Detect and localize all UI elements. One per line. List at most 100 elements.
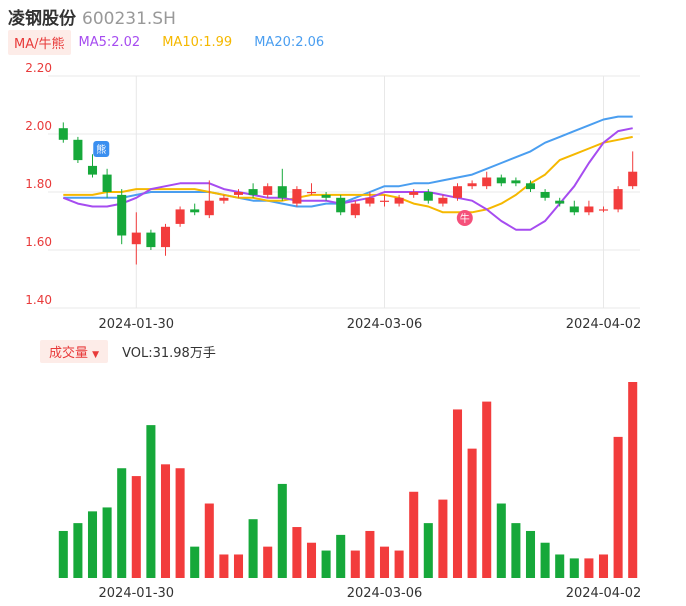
volume-bar (306, 542, 317, 578)
ma20-line (63, 115, 633, 208)
bull-bear-markers: 熊牛 (93, 141, 473, 226)
volume-value: VOL:31.98万手 (122, 345, 216, 361)
candle (394, 194, 404, 207)
volume-bar (204, 503, 214, 578)
x-tick-label: 2024-01-30 (99, 317, 175, 332)
stock-name: 凌钢股份 (8, 9, 76, 29)
candles (58, 122, 638, 265)
candle-body (336, 197, 346, 213)
candle-body (365, 197, 375, 204)
candle (452, 183, 463, 201)
moving-averages (62, 115, 633, 231)
candle (117, 189, 127, 245)
candle-body (452, 186, 463, 198)
volume-bar (58, 530, 68, 578)
candle-body (146, 232, 156, 248)
ma5-line (62, 127, 633, 231)
volume-bar (525, 530, 536, 578)
candle-body (248, 189, 258, 195)
candle (292, 186, 302, 207)
x-tick-label: 2024-01-30 (99, 586, 175, 601)
ma20-label: MA20:2.06 (254, 34, 325, 50)
volume-bar (394, 550, 404, 578)
candle-body (540, 192, 550, 198)
volume-selector-button[interactable]: 成交量 ▼ (40, 339, 109, 363)
volume-bar (117, 468, 127, 578)
candle (584, 200, 594, 216)
candle (190, 203, 200, 216)
candle (555, 197, 565, 207)
candle-body (58, 128, 68, 140)
candle-body (467, 183, 477, 187)
candle (87, 154, 98, 178)
candle-body (628, 171, 638, 187)
candle (628, 151, 638, 190)
bear-marker-bg (93, 141, 110, 157)
volume-bar (321, 550, 331, 578)
candle (379, 194, 390, 207)
stock-header: 凌钢股份 600231.SH (8, 4, 176, 29)
candle-body (598, 209, 609, 211)
candle-body (204, 200, 214, 216)
candle-body (292, 189, 302, 204)
candle (525, 180, 536, 192)
ma-selector-button[interactable]: MA/牛熊 (8, 29, 71, 55)
volume-bar (613, 436, 623, 578)
volume-bar (365, 530, 375, 578)
candle (306, 183, 317, 195)
candle-body (73, 139, 83, 161)
candle-body (219, 197, 229, 201)
candle (321, 192, 331, 201)
bear-marker-label: 熊 (96, 143, 106, 156)
candle (219, 194, 229, 204)
volume-legend: 成交量 ▼ VOL:31.98万手 (40, 339, 216, 363)
candle-body (496, 177, 506, 184)
bull-marker-label: 牛 (460, 212, 470, 225)
candle (248, 183, 258, 198)
volume-bar (379, 546, 390, 578)
volume-bar (350, 550, 360, 578)
candle (73, 136, 83, 163)
volume-bar (175, 468, 185, 578)
x-tick-label: 2024-03-06 (347, 317, 423, 332)
candle (160, 223, 171, 256)
volume-bar (292, 527, 302, 578)
candle-body (584, 206, 594, 213)
candle (277, 168, 287, 201)
candle-body (482, 177, 492, 187)
volume-bar (438, 499, 448, 578)
candle-body (190, 209, 200, 213)
candle-body (87, 165, 98, 175)
volume-bar (160, 464, 171, 578)
volume-bar (233, 554, 244, 578)
volume-bar (102, 507, 112, 578)
candle-body (263, 186, 273, 195)
ma-legend: MA/牛熊 MA5:2.02 MA10:1.99 MA20:2.06 (8, 29, 346, 55)
candle-body (569, 206, 579, 213)
volume-bar (569, 558, 579, 578)
candle (438, 194, 448, 207)
volume-bars (58, 382, 638, 578)
candle-body (511, 180, 521, 184)
candle-body (277, 186, 287, 198)
bull-marker-icon: 牛 (456, 210, 473, 226)
candle (233, 189, 244, 198)
volume-bar (584, 558, 594, 578)
volume-bar (263, 546, 273, 578)
y-tick-label: 1.80 (25, 177, 52, 191)
candle-body (379, 200, 390, 202)
candle (613, 186, 623, 213)
candle (131, 212, 141, 265)
bull-marker-bg (456, 210, 473, 226)
candle-body (394, 197, 404, 204)
volume-bar (496, 503, 506, 578)
candle-body (321, 194, 331, 198)
ma10-line (63, 135, 633, 214)
x-tick-label: 2024-03-06 (347, 586, 423, 601)
candle-body (117, 194, 127, 236)
candle-body (423, 192, 433, 201)
volume-bar (87, 511, 98, 578)
volume-bar (540, 542, 550, 578)
y-tick-label: 1.40 (25, 293, 52, 307)
candle-body (438, 197, 448, 204)
